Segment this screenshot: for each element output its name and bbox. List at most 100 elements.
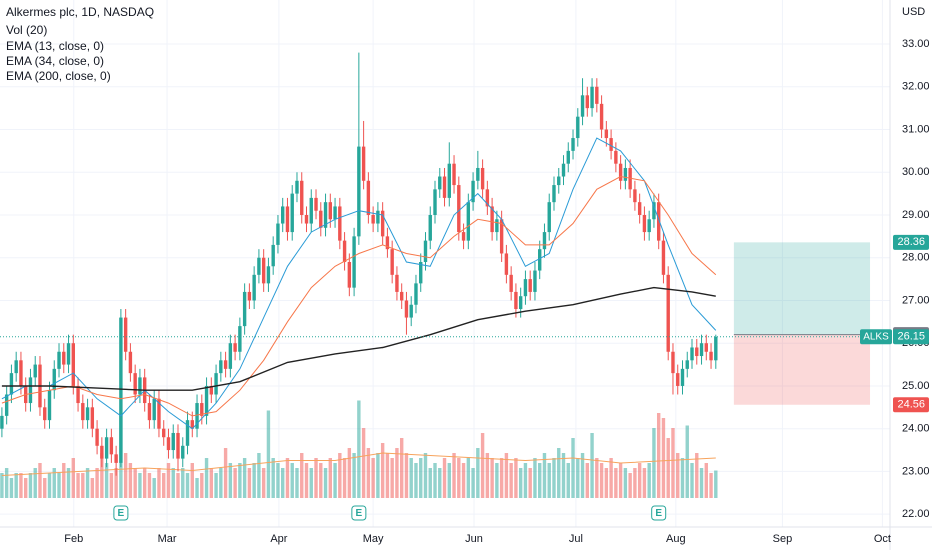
candle-body bbox=[19, 360, 23, 386]
candle-body bbox=[71, 343, 75, 386]
volume-bar bbox=[204, 458, 209, 498]
volume-bar bbox=[66, 468, 71, 498]
candle-body bbox=[147, 403, 152, 421]
volume-bar bbox=[457, 458, 461, 498]
candle-body bbox=[133, 373, 137, 395]
volume-bar bbox=[238, 463, 242, 498]
candle-body bbox=[28, 377, 33, 404]
volume-bar bbox=[680, 458, 685, 498]
candle-body bbox=[438, 176, 442, 190]
candle-body bbox=[195, 403, 199, 429]
candle-body bbox=[480, 167, 485, 190]
legend-volume: Vol (20) bbox=[6, 23, 47, 37]
volume-bar bbox=[9, 478, 14, 498]
volume-bar bbox=[671, 428, 675, 498]
volume-bar bbox=[85, 468, 90, 498]
candle-body bbox=[399, 291, 404, 301]
volume-bar bbox=[509, 463, 513, 498]
y-tick-label: 32.00 bbox=[902, 81, 930, 93]
candle-body bbox=[609, 138, 613, 151]
volume-bar bbox=[514, 458, 518, 498]
candle-body bbox=[242, 291, 247, 327]
chart-title: Alkermes plc, 1D, NASDAQ bbox=[6, 5, 154, 19]
volume-ma bbox=[1, 452, 716, 476]
candle-body bbox=[104, 437, 109, 459]
volume-bar bbox=[428, 468, 432, 498]
candle-body bbox=[90, 407, 95, 429]
earnings-label: E bbox=[356, 508, 363, 519]
y-tick-label: 24.00 bbox=[902, 423, 930, 435]
candle-body bbox=[100, 445, 104, 459]
candle-body bbox=[257, 257, 261, 275]
volume-bar bbox=[171, 468, 175, 498]
volume-bar bbox=[38, 463, 42, 498]
y-tick-label: 25.00 bbox=[902, 380, 930, 392]
volume-bar bbox=[176, 473, 180, 498]
candle-body bbox=[409, 304, 413, 318]
volume-bar bbox=[219, 468, 223, 498]
x-tick-label: Jul bbox=[569, 533, 583, 545]
volume-bar bbox=[523, 463, 528, 498]
candle-body bbox=[680, 368, 685, 386]
y-tick-label: 33.00 bbox=[902, 38, 930, 50]
candle-body bbox=[214, 373, 218, 395]
volume-bar bbox=[24, 478, 28, 498]
candle-body bbox=[271, 244, 275, 267]
candle-body bbox=[661, 240, 666, 275]
candle-body bbox=[514, 291, 518, 310]
candle-body bbox=[314, 197, 318, 211]
volume-bar bbox=[585, 463, 590, 498]
y-tick-label: 30.00 bbox=[902, 166, 930, 178]
volume-bar bbox=[71, 458, 75, 498]
candle-body bbox=[323, 202, 328, 228]
candle-body bbox=[171, 432, 175, 451]
candle-body bbox=[547, 202, 551, 233]
volume-bar bbox=[104, 463, 109, 498]
x-tick-label: Sep bbox=[773, 533, 793, 545]
volume-bar bbox=[599, 463, 604, 498]
candle-body bbox=[637, 202, 642, 215]
volume-bar bbox=[214, 473, 218, 498]
volume-bar bbox=[376, 453, 380, 498]
volume-bar bbox=[33, 468, 37, 498]
candle-body bbox=[576, 116, 580, 139]
volume-bar bbox=[552, 458, 556, 498]
volume-bar bbox=[656, 413, 661, 498]
candle-body bbox=[95, 428, 99, 446]
candle-body bbox=[157, 398, 161, 429]
volume-bar bbox=[209, 468, 214, 498]
candle-body bbox=[380, 210, 385, 237]
candle-body bbox=[699, 343, 704, 357]
candle-body bbox=[685, 360, 689, 369]
candle-body bbox=[209, 385, 214, 395]
candle-body bbox=[452, 163, 456, 186]
candle-body bbox=[376, 210, 380, 224]
candle-body bbox=[0, 415, 4, 429]
candle-body bbox=[233, 343, 237, 352]
volume-bar bbox=[714, 470, 718, 498]
candle-body bbox=[666, 274, 670, 352]
legend-ema: EMA (13, close, 0) bbox=[6, 39, 104, 53]
candle-body bbox=[300, 180, 304, 215]
candle-body bbox=[162, 428, 166, 438]
volume-bar bbox=[409, 458, 413, 498]
candle-body bbox=[590, 86, 594, 109]
volume-bar bbox=[342, 458, 347, 498]
volume-bar bbox=[480, 433, 485, 498]
candle-body bbox=[85, 407, 90, 421]
volume-bar bbox=[142, 468, 147, 498]
volume-bar bbox=[590, 433, 594, 498]
volume-bar bbox=[561, 453, 566, 498]
candle-body bbox=[338, 206, 342, 241]
candle-body bbox=[709, 351, 713, 361]
earnings-label: E bbox=[655, 508, 662, 519]
volume-bar bbox=[642, 468, 647, 498]
candle-body bbox=[9, 373, 14, 395]
candle-body bbox=[371, 214, 375, 224]
candle-body bbox=[566, 150, 570, 164]
x-tick-label: Mar bbox=[158, 533, 177, 545]
volume-bar bbox=[542, 453, 547, 498]
candle-body bbox=[390, 249, 394, 275]
